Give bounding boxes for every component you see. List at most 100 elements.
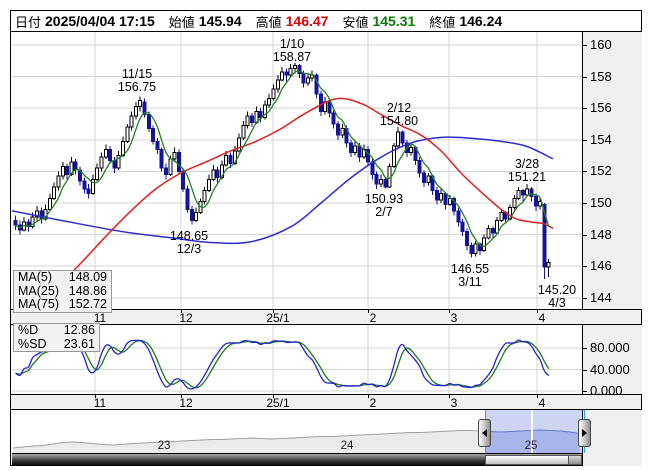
up-candle [202,189,207,202]
price-annotation: 146.55 3/11 [451,262,489,289]
high-value: 146.47 [285,13,329,29]
up-candle [99,156,104,169]
up-candle [486,227,491,239]
y-axis-tick [583,234,587,236]
down-candle [73,161,78,171]
y-axis-label: 40.000 [590,361,630,377]
y-axis-label: 146 [590,258,612,274]
ma5-legend-row: MA(5) 148.09 [14,270,111,285]
up-candle [129,115,134,128]
open-value: 145.94 [198,13,242,29]
year-gridline [531,410,533,453]
y-axis-label: 148 [590,226,612,242]
up-candle [280,71,285,81]
down-candle [301,72,306,84]
up-candle [439,193,444,201]
down-candle [477,243,482,251]
up-candle [241,125,246,139]
candlesticks [13,62,551,279]
down-candle [318,93,323,112]
x-axis-tick [449,310,450,313]
down-candle [422,172,426,183]
quote-header: 日付 2025/04/04 17:15 始値 145.94 高値 146.47 … [11,11,641,32]
down-candle [176,151,181,172]
up-candle [133,106,138,117]
up-candle [293,65,297,70]
down-candle [164,167,168,176]
pct-sd-legend-row: %SD 23.61 [14,336,99,352]
ma25-legend-row: MA(25) 148.86 [14,284,111,299]
up-candle [353,145,358,153]
navigator-selection[interactable] [13,410,582,453]
y-axis-label: 152 [590,163,612,179]
year-label: 25 [525,440,538,452]
navigator-chart[interactable]: 23 24 25 [12,410,582,453]
price-annotation: 3/28 151.21 [508,157,546,184]
price-annotations: 11/15 156.75 1/10 158.87 2/12 154.80 3/28 151.2… [118,37,576,309]
down-candle [146,114,151,130]
horizontal-scrollbar[interactable] [12,453,582,466]
down-candle [465,230,469,247]
up-candle [245,115,250,127]
down-candle [331,112,336,125]
nav-left-arrow-button[interactable] [478,419,491,447]
price-annotation: 1/10 158.87 [273,37,311,64]
pct-d-legend-row: %D 12.86 [14,323,99,338]
down-candle [490,227,495,234]
navigator-right-filler [582,410,642,466]
scrollbar-thumb[interactable] [485,455,569,465]
price-annotation: 148.65 12/3 [170,229,208,256]
scrollbar-thumb-cap[interactable] [568,455,582,465]
up-candle [237,137,242,152]
down-candle [336,123,340,136]
x-axis-tick [181,395,182,398]
stochastic-y-axis: 80.000 40.000 0.000 [582,325,642,398]
y-axis-label: 150 [590,195,612,210]
up-candle [288,68,293,76]
up-candle [116,155,121,169]
down-candle [39,210,44,220]
down-candle [159,148,164,169]
down-candle [529,188,534,198]
up-candle [262,104,267,119]
up-candle [546,261,551,268]
down-candle [189,208,194,221]
up-candle [275,79,280,90]
down-candle [443,193,448,206]
down-candle [151,128,156,142]
ma75-line [12,136,554,245]
x-axis-label: 4 [538,396,546,410]
y-axis-tick [583,297,587,299]
down-candle [314,74,319,95]
main-candlestick-chart[interactable]: 11/15 156.75 1/10 158.87 2/12 154.80 3/28 151.2… [12,32,582,309]
down-candle [460,221,465,232]
up-candle [340,128,345,136]
y-axis-label: 80.000 [590,340,630,355]
low-label: 安値 [342,14,369,30]
up-candle [426,175,431,183]
up-candle [499,211,504,221]
stochastic-x-axis: 11 12 25/1 2 3 4 [11,394,641,410]
down-candle [86,188,91,195]
high-label: 高値 [255,14,282,30]
y-axis-tick [583,76,587,78]
down-candle [520,189,525,196]
left-triangle-icon [482,429,487,437]
x-axis-label: 25/1 [266,396,290,410]
main-x-axis: 11 12 25/1 2 3 4 [11,309,641,325]
up-candle [125,126,130,142]
down-candle [82,180,87,190]
up-candle [391,145,396,168]
down-candle [469,245,474,255]
up-candle [447,197,452,206]
pct-sd-value: 23.61 [63,336,95,351]
ma5-label: MA(5) [18,270,53,284]
y-axis-label: 154 [590,131,612,147]
pct-d-label: %D [18,323,39,337]
x-axis-label: 4 [538,311,546,325]
x-axis-tick [537,310,538,313]
down-candle [456,210,461,223]
nav-right-arrow-button[interactable] [578,419,591,447]
up-candle [52,186,57,199]
down-candle [13,219,18,226]
